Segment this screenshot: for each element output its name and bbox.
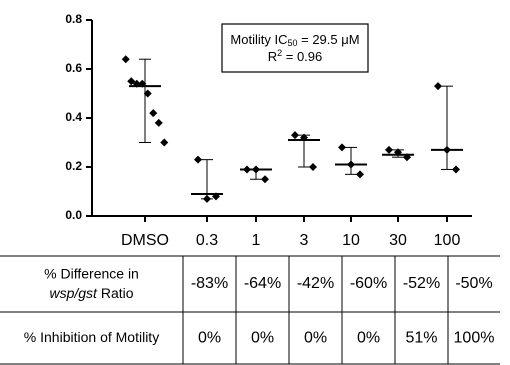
point xyxy=(212,192,220,201)
y-tick-label: 0.6 xyxy=(65,61,82,75)
table-cell: -60% xyxy=(350,275,387,292)
x-tick-label: DMSO xyxy=(121,232,169,249)
point xyxy=(243,165,251,174)
point xyxy=(300,133,308,142)
table-cell: -50% xyxy=(455,275,492,292)
row-header-italic: wsp/gst xyxy=(49,285,98,301)
point xyxy=(443,145,451,154)
y-tick-label: 0.8 xyxy=(65,12,82,26)
row-header: wsp/gst Ratio xyxy=(49,285,133,301)
y-tick-label: 0.0 xyxy=(65,208,82,222)
table-cell: 0% xyxy=(198,330,221,347)
point xyxy=(291,131,299,140)
annotation-sub: 50 xyxy=(287,38,297,48)
point xyxy=(194,155,202,164)
point xyxy=(309,163,317,171)
x-tick-label: 3 xyxy=(300,232,309,249)
point xyxy=(356,170,364,179)
row-header-text: Ratio xyxy=(101,285,134,301)
point xyxy=(394,148,402,157)
point xyxy=(338,143,346,152)
point xyxy=(403,153,411,162)
annotation-text: R xyxy=(268,49,277,64)
x-tick-label: 1 xyxy=(252,232,261,249)
point xyxy=(203,194,211,203)
point xyxy=(452,165,460,174)
table-cell: 0% xyxy=(304,330,327,347)
point xyxy=(160,138,169,147)
point xyxy=(154,118,163,127)
table-cell: 51% xyxy=(405,330,437,347)
point xyxy=(149,109,158,118)
table-cell: -42% xyxy=(297,275,334,292)
point xyxy=(347,160,355,169)
annotation-text: = 0.96 xyxy=(282,49,322,64)
point xyxy=(138,79,147,88)
annotation: R2 = 0.96 xyxy=(268,48,323,64)
table-cell: 100% xyxy=(454,330,495,347)
annotation-box xyxy=(221,23,369,73)
point xyxy=(385,145,393,154)
annotation-sup: 2 xyxy=(277,48,282,58)
point xyxy=(132,79,141,88)
x-tick-label: 100 xyxy=(434,232,461,249)
annotation-text: Motility IC xyxy=(230,32,287,47)
table-cell: -83% xyxy=(191,275,228,292)
point xyxy=(121,55,130,64)
point xyxy=(252,165,260,174)
table-cell: 0% xyxy=(251,330,274,347)
row-header: % Difference in xyxy=(44,266,139,282)
table-cell: -52% xyxy=(403,275,440,292)
row-header: % Inhibition of Motility xyxy=(24,329,159,345)
table-cell: 0% xyxy=(357,330,380,347)
annotation: Motility IC50 = 29.5 μM xyxy=(230,32,359,48)
y-tick-label: 0.4 xyxy=(65,110,82,124)
point xyxy=(434,82,442,91)
point xyxy=(261,175,269,184)
y-tick-label: 0.2 xyxy=(65,159,82,173)
x-tick-label: 10 xyxy=(342,232,360,249)
x-tick-label: 30 xyxy=(389,232,407,249)
point xyxy=(143,89,152,98)
x-tick-label: 0.3 xyxy=(196,232,218,249)
table-cell: -64% xyxy=(244,275,281,292)
annotation-text: = 29.5 μM xyxy=(298,32,360,47)
